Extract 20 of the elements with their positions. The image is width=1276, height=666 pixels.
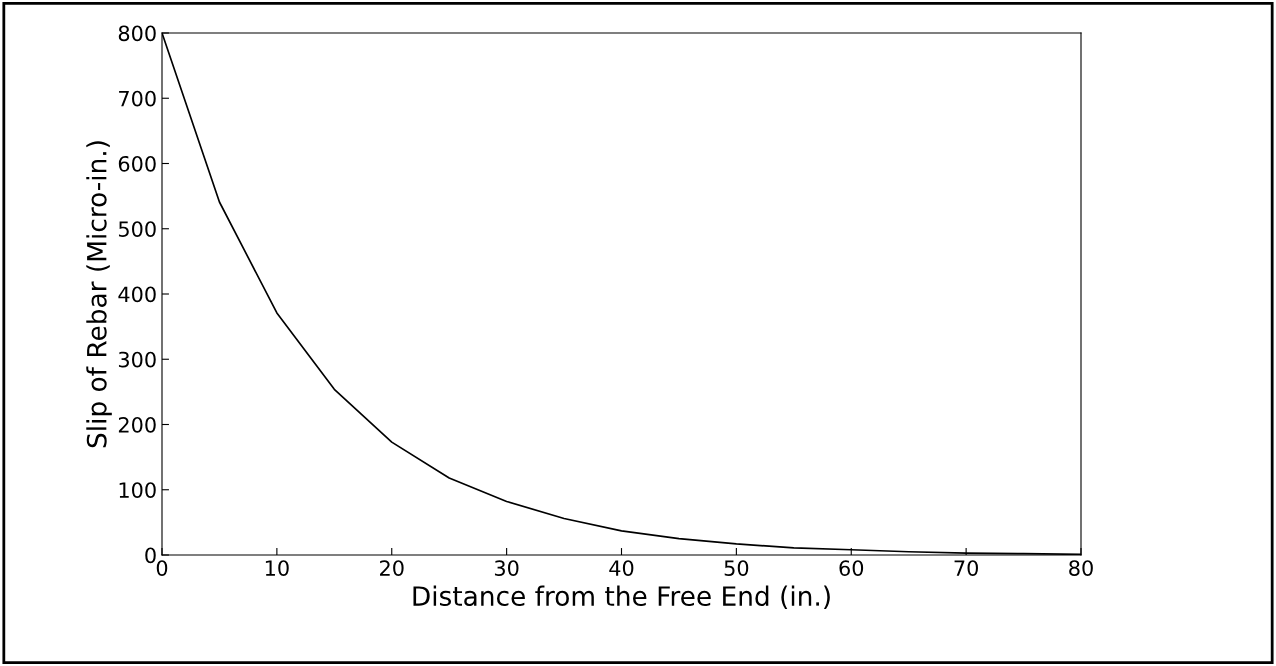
x-tick-label: 30: [494, 560, 519, 576]
y-tick-label: 700: [119, 90, 156, 107]
y-tick-label: 100: [119, 482, 156, 498]
y-tick-label: 600: [118, 155, 156, 172]
x-axis-title: Distance from the Free End (in.): [413, 585, 830, 610]
y-tick-label: 0: [145, 547, 156, 564]
y-tick-label: 800: [118, 25, 156, 42]
x-tick-label: 20: [380, 560, 404, 576]
x-tick-label: 70: [954, 560, 978, 576]
x-tick-label: 60: [839, 560, 864, 576]
x-tick-label: 0: [156, 560, 168, 576]
x-tick-label: 80: [1069, 560, 1093, 576]
x-tick-label: 10: [265, 560, 289, 576]
y-tick-label: 400: [118, 286, 156, 303]
y-tick-label: 300: [118, 351, 156, 368]
x-tick-label: 40: [609, 560, 634, 576]
y-axis-title: Slip of Rebar (Micro-in.): [86, 141, 112, 448]
x-tick-label: 50: [724, 560, 749, 576]
y-tick-label: 500: [118, 221, 156, 237]
y-tick-label: 200: [118, 416, 156, 433]
